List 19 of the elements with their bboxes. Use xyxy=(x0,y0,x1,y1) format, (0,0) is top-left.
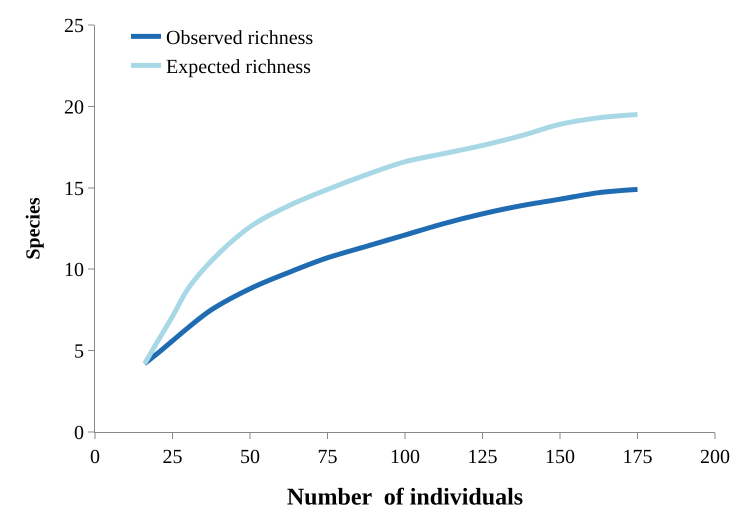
y-axis-title: Species xyxy=(22,197,44,260)
x-tick-label: 50 xyxy=(240,446,260,468)
y-tick-label: 5 xyxy=(74,340,84,363)
y-tick-label: 15 xyxy=(64,178,84,200)
legend-label: Expected richness xyxy=(166,56,312,78)
x-tick-label: 200 xyxy=(700,446,730,468)
y-tick-label: 0 xyxy=(74,422,84,444)
y-tick-label: 10 xyxy=(64,259,84,282)
x-tick-label: 175 xyxy=(622,446,652,468)
legend-label: Observed richness xyxy=(166,27,314,50)
x-tick-label: 125 xyxy=(468,446,498,468)
x-tick-label: 0 xyxy=(90,446,100,468)
x-axis-title: Number of individuals xyxy=(286,484,524,510)
x-tick-label: 150 xyxy=(545,446,575,468)
y-tick-label: 20 xyxy=(64,96,84,118)
x-tick-label: 100 xyxy=(390,446,420,468)
y-tick-label: 25 xyxy=(64,15,84,37)
x-tick-label: 75 xyxy=(318,446,338,468)
x-tick-label: 25 xyxy=(162,446,182,468)
